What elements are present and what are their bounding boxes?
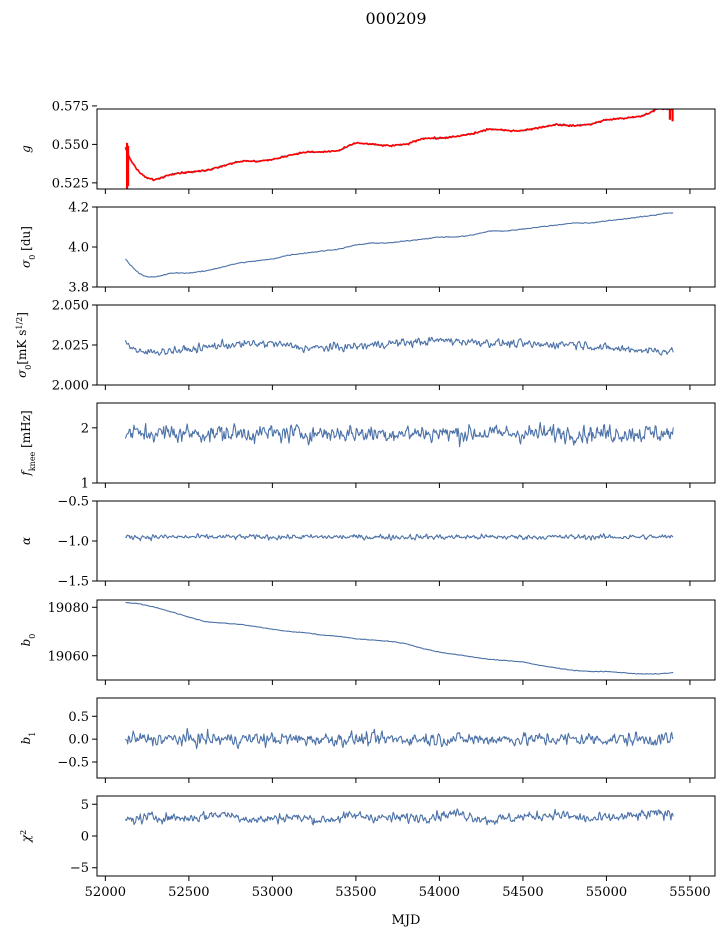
y-tick-label: 2 <box>81 421 89 436</box>
axes-frame <box>96 402 716 484</box>
axes-frame <box>96 795 716 877</box>
y-axis-label: fknee [mHz] <box>19 410 37 476</box>
x-tick-label: 55000 <box>586 885 627 900</box>
axes-frame <box>96 599 716 681</box>
x-axis-label: MJD <box>392 913 421 928</box>
series-group <box>125 533 674 542</box>
panel-b1: −0.5 0.0 0.5 b1 <box>19 697 716 783</box>
panel-b0: 19060 19080 b0 <box>19 599 716 685</box>
panel-sigma0: 3.8 4.0 4.2 σ0 [du] <box>19 201 716 296</box>
figure-title: 000209 <box>365 9 426 28</box>
x-tick-label: 52500 <box>168 885 209 900</box>
y-tick-label: −0.5 <box>57 495 89 510</box>
x-tick-label: 53000 <box>252 885 293 900</box>
panel-fknee: 1 2 fknee [mHz] <box>19 402 716 492</box>
y-axis-label: σ0[mK s1/2] <box>15 312 33 378</box>
panel-chi2: 52000 52500 53000 53500 54000 54500 55000 55500… <box>19 795 716 900</box>
series-line-sigma0-0 <box>125 212 674 278</box>
series-line-g-1 <box>124 109 674 182</box>
y-tick-label: −1.5 <box>57 575 89 590</box>
axes-frame <box>96 697 716 779</box>
y-tick-label: −1.0 <box>57 535 89 550</box>
series-line-chi2-0 <box>124 808 674 826</box>
y-axis-label: σ0 [du] <box>19 226 37 268</box>
y-tick-label: 0 <box>81 830 89 845</box>
y-tick-label: 0.525 <box>52 176 89 191</box>
y-tick-label: 2.000 <box>52 379 89 394</box>
y-tick-label: 2.025 <box>52 339 89 354</box>
x-tick-label: 54500 <box>502 885 543 900</box>
y-axis-label: b1 <box>19 732 37 745</box>
series-group <box>124 808 674 826</box>
series-group <box>125 727 674 750</box>
y-tick-label: 4.0 <box>68 241 89 256</box>
series-line-b1-0 <box>125 727 674 750</box>
series-line-b0-0 <box>125 601 674 675</box>
series-group <box>124 421 674 448</box>
y-tick-label: 5 <box>81 798 89 813</box>
x-tick-label: 54000 <box>419 885 460 900</box>
series-group <box>125 212 674 278</box>
series-line-alpha-0 <box>125 533 674 542</box>
y-tick-label: 0.575 <box>52 99 89 114</box>
panel-g: 0.525 0.550 0.575 g <box>19 99 716 194</box>
y-tick-label: −0.5 <box>57 756 89 771</box>
y-tick-label: 4.2 <box>68 201 89 216</box>
y-axis-label: χ2 <box>19 830 34 843</box>
y-tick-label: 19080 <box>48 601 89 616</box>
y-tick-label: −5 <box>70 861 89 876</box>
series-line-fknee-0 <box>124 421 674 448</box>
y-tick-label: 0.0 <box>68 733 89 748</box>
series-group <box>125 601 674 675</box>
series-line-sigma0-mks-0 <box>124 336 674 356</box>
y-tick-label: 2.050 <box>52 299 89 314</box>
y-tick-label: 3.8 <box>68 281 89 296</box>
y-axis-label: g <box>19 145 33 153</box>
y-tick-label: 0.550 <box>52 138 89 153</box>
series-group <box>124 109 674 189</box>
y-axis-label: α <box>19 537 33 545</box>
y-tick-label: 19060 <box>48 649 89 664</box>
y-axis-label: b0 <box>19 634 37 647</box>
y-tick-label: 0.5 <box>68 710 89 725</box>
axes-frame <box>96 500 716 582</box>
panel-sigma0-mks: 2.000 2.025 2.050 σ0[mK s1/2] <box>15 299 716 394</box>
y-tick-label: 1 <box>81 477 89 492</box>
x-tick-label: 53500 <box>335 885 376 900</box>
x-tick-label: 55500 <box>669 885 710 900</box>
axes-frame <box>96 108 716 190</box>
series-group <box>124 336 674 356</box>
panel-alpha: −1.5 −1.0 −0.5 α <box>19 495 716 590</box>
x-tick-label: 52000 <box>85 885 126 900</box>
